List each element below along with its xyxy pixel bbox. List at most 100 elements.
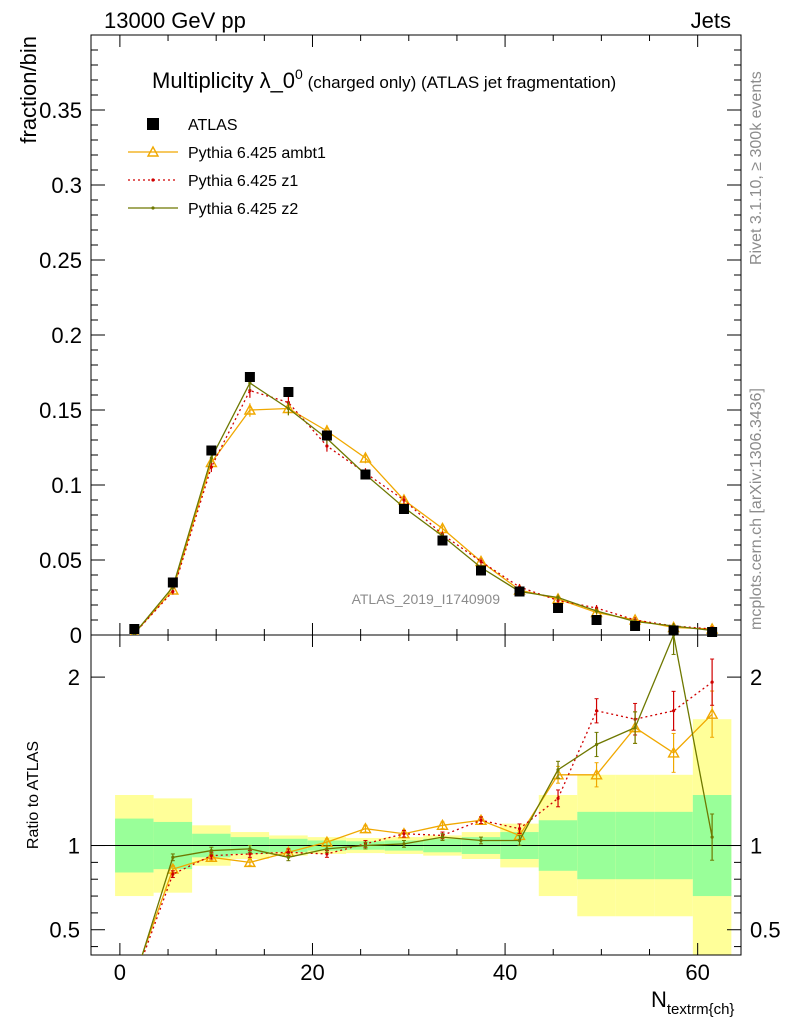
series-line-2 <box>133 382 713 634</box>
legend-label: Pythia 6.425 z1 <box>188 173 298 190</box>
series-ratio-point <box>671 709 676 713</box>
series-ratio-point <box>556 796 560 800</box>
series-ratio-point <box>517 838 522 843</box>
series-ratio-point <box>171 855 175 859</box>
legend-label: Pythia 6.425 z2 <box>188 201 298 218</box>
series-ratio-line-0 <box>141 713 713 955</box>
legend-label: ATLAS <box>188 117 238 134</box>
series-ratio-point <box>286 855 291 859</box>
ratio-tick-label-left: 2 <box>68 665 80 690</box>
series-ratio-point <box>286 850 291 854</box>
ratio-tick-label-left: 0.5 <box>49 918 80 943</box>
series-ratio-point <box>633 726 637 730</box>
series-point <box>286 406 291 411</box>
axis-ticks: 0 20 40 60 0 0.05 0.1 0.15 0.2 0.25 0.3 0.35 0.5 0.5 1… <box>39 34 781 985</box>
legend-marker <box>146 145 160 157</box>
y-tick-label: 0.3 <box>51 173 82 198</box>
series-ratio-point <box>129 972 139 981</box>
series-point <box>209 456 213 460</box>
header-left: 13000 GeV pp <box>104 8 246 33</box>
series-point <box>243 403 257 415</box>
ratio-plot-frame <box>90 634 742 956</box>
series-point <box>556 595 560 600</box>
legend-label: Pythia 6.425 ambt1 <box>188 145 326 162</box>
series-ratio-point <box>209 854 213 858</box>
x-tick-label: 0 <box>114 960 126 985</box>
series-ratio-point <box>402 832 406 836</box>
series-point <box>402 498 406 502</box>
x-tick-label: 40 <box>493 960 517 985</box>
series-point <box>248 381 252 385</box>
mcplots-reference-label: mcplots.cern.ch [arXiv:1306.3436] <box>748 388 765 630</box>
series-ratio-point <box>710 680 714 684</box>
series-ratio-point <box>171 872 175 876</box>
atlas-point <box>437 535 448 546</box>
atlas-point <box>398 504 409 514</box>
rivet-version-label: Rivet 3.1.10, ≥ 300k events <box>748 71 765 265</box>
series-ratio-point <box>436 818 449 831</box>
x-tick-label: 60 <box>685 960 709 985</box>
ratio-tick-label-right: 2 <box>750 665 762 690</box>
series-point <box>479 559 483 564</box>
series-ratio-line-2 <box>141 635 713 955</box>
series-line-1 <box>133 389 713 634</box>
series-ratio-point <box>517 827 522 831</box>
series-ratio-point <box>479 818 483 822</box>
atlas-point <box>167 577 178 588</box>
series-ratio-point <box>667 746 680 758</box>
series-ratio-point <box>474 813 488 825</box>
atlas-point <box>321 430 332 441</box>
series-ratio-point <box>556 768 560 772</box>
chart-title: Multiplicity λ_00 (charged only) (ATLAS … <box>152 66 616 93</box>
ratio-tick-label-right: 0.5 <box>750 918 781 943</box>
series-ratio-point <box>590 768 603 780</box>
series-ratio-point <box>209 848 213 853</box>
series-ratio-point <box>363 843 368 848</box>
atlas-point <box>360 469 371 480</box>
series-ratio-point <box>397 827 411 839</box>
y-tick-label: 0.25 <box>39 248 82 273</box>
atlas-point <box>476 565 486 576</box>
series-ratio-point <box>440 835 445 839</box>
series-ratio-point <box>402 842 406 846</box>
series-point <box>359 451 372 463</box>
atlas-point <box>129 624 140 634</box>
legend-marker <box>151 206 155 210</box>
legend-marker-atlas <box>147 118 159 130</box>
ratio-uncertainty-bands <box>115 719 732 955</box>
atlas-point <box>283 387 294 397</box>
series-ratio-point <box>594 709 599 713</box>
mc-series <box>129 375 719 982</box>
series-ratio-point <box>325 852 329 856</box>
ratio-series-group <box>129 635 719 982</box>
atlas-point <box>206 445 217 456</box>
series-point <box>171 589 175 594</box>
series-point <box>325 444 329 448</box>
series-point <box>594 609 599 613</box>
atlas-point <box>630 621 641 631</box>
x-tick-label: 20 <box>300 960 324 985</box>
series-ratio-point <box>325 847 329 851</box>
series-ratio-point <box>705 707 719 719</box>
series-ratio-point <box>205 850 218 863</box>
legend: ATLAS Pythia 6.425 ambt1 Pythia 6.425 z1 Py… <box>128 117 326 218</box>
y-axis-label: fraction/bin <box>16 36 41 144</box>
atlas-point <box>514 586 525 597</box>
atlas-point <box>668 625 679 636</box>
ratio-tick-label-right: 1 <box>750 834 762 859</box>
header-right: Jets <box>691 8 731 33</box>
series-ratio-point <box>248 847 252 851</box>
series-ratio-point <box>133 979 136 982</box>
series-ratio-point <box>133 979 136 982</box>
series-ratio-point <box>594 742 599 747</box>
atlas-point <box>707 627 718 637</box>
series-ratio-point <box>479 838 483 843</box>
series-ratio-point <box>243 855 257 868</box>
series-ratio-point <box>248 852 252 856</box>
ratio-y-axis-label: Ratio to ATLAS <box>25 741 42 849</box>
atlas-data-points <box>129 372 718 637</box>
atlas-point <box>591 615 602 625</box>
y-tick-label: 0.2 <box>51 323 82 348</box>
y-tick-label: 0 <box>70 623 82 648</box>
